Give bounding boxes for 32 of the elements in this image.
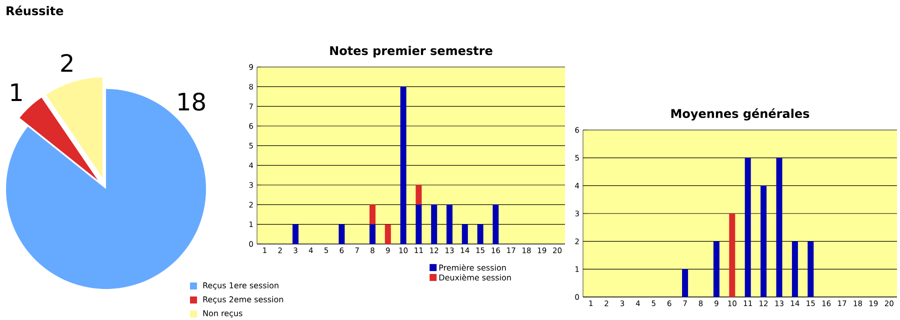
- bar: [370, 224, 376, 244]
- bar: [446, 204, 452, 244]
- legend-label: Reçus 2eme session: [203, 296, 284, 304]
- bar: [431, 204, 438, 244]
- chart-title: Notes premier semestre: [330, 46, 492, 58]
- bar: [477, 224, 484, 244]
- chart-title: Moyennes générales: [671, 108, 810, 120]
- data-label: 18: [178, 92, 205, 111]
- bar: [760, 186, 767, 297]
- bar: [338, 224, 345, 244]
- legend-label: Non reçus: [203, 310, 242, 318]
- bar: [462, 224, 468, 244]
- bar: [416, 204, 422, 244]
- legend-label: Reçus 1ere session: [203, 282, 278, 290]
- bar: [808, 241, 814, 297]
- bar: [400, 86, 406, 244]
- legend-label: Première session: [439, 264, 506, 271]
- bar: [744, 158, 751, 297]
- data-label: 2: [61, 54, 72, 72]
- bar: [729, 213, 736, 297]
- legend-label: Deuxième session: [439, 274, 511, 281]
- data-label: 1: [11, 83, 22, 101]
- bar: [713, 241, 720, 297]
- bar: [384, 224, 391, 244]
- bar: [292, 224, 299, 244]
- bar: [370, 204, 376, 224]
- bar: [416, 184, 422, 205]
- bar: [776, 158, 782, 297]
- bar: [682, 269, 688, 297]
- bar: [492, 204, 499, 244]
- chart-title: Réussite: [6, 6, 64, 16]
- bar: [792, 241, 798, 297]
